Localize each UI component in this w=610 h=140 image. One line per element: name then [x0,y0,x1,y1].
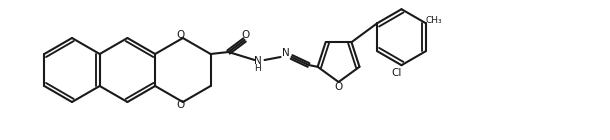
Text: CH₃: CH₃ [425,16,442,25]
Text: O: O [334,82,343,92]
Text: N: N [254,56,262,66]
Text: Cl: Cl [391,68,401,78]
Text: H: H [254,64,261,73]
Text: O: O [177,30,185,40]
Text: O: O [242,30,249,40]
Text: N: N [282,48,289,58]
Text: O: O [177,100,185,110]
